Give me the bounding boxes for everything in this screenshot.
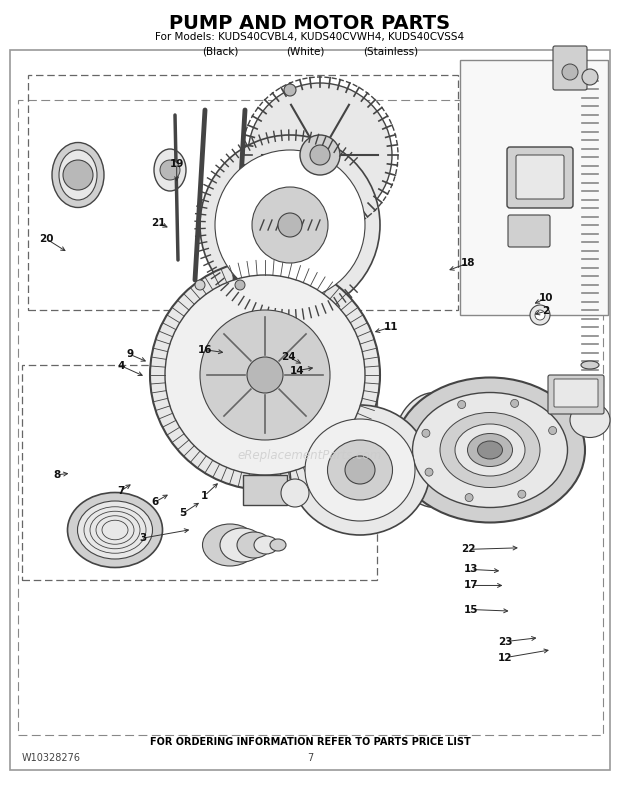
FancyBboxPatch shape bbox=[548, 375, 604, 414]
Ellipse shape bbox=[570, 403, 610, 438]
Ellipse shape bbox=[327, 440, 392, 500]
Circle shape bbox=[200, 135, 380, 315]
Text: For Models: KUDS40CVBL4, KUDS40CVWH4, KUDS40CVSS4: For Models: KUDS40CVBL4, KUDS40CVWH4, KU… bbox=[156, 32, 464, 42]
Ellipse shape bbox=[395, 378, 585, 522]
Circle shape bbox=[247, 357, 283, 393]
Text: 5: 5 bbox=[179, 508, 187, 518]
Text: 12: 12 bbox=[498, 653, 513, 662]
Bar bbox=[460, 60, 608, 315]
Bar bbox=[243, 475, 287, 505]
Ellipse shape bbox=[477, 441, 502, 459]
Circle shape bbox=[150, 260, 380, 490]
Circle shape bbox=[284, 84, 296, 96]
Text: 18: 18 bbox=[461, 258, 476, 268]
Ellipse shape bbox=[290, 405, 430, 535]
Text: 15: 15 bbox=[464, 605, 479, 614]
Ellipse shape bbox=[440, 412, 540, 488]
Ellipse shape bbox=[581, 361, 599, 369]
Circle shape bbox=[235, 280, 245, 290]
Ellipse shape bbox=[203, 524, 257, 566]
Circle shape bbox=[518, 490, 526, 498]
Circle shape bbox=[425, 468, 433, 476]
Circle shape bbox=[248, 83, 392, 227]
Ellipse shape bbox=[68, 492, 162, 568]
Circle shape bbox=[582, 69, 598, 85]
Circle shape bbox=[252, 187, 328, 263]
Circle shape bbox=[165, 275, 365, 475]
Bar bbox=[10, 50, 610, 770]
Ellipse shape bbox=[52, 143, 104, 208]
FancyBboxPatch shape bbox=[516, 155, 564, 199]
Ellipse shape bbox=[392, 392, 477, 508]
Circle shape bbox=[300, 135, 340, 175]
Text: 7: 7 bbox=[117, 486, 125, 496]
Text: 22: 22 bbox=[461, 545, 476, 554]
Bar bbox=[18, 100, 603, 735]
Text: 19: 19 bbox=[169, 160, 184, 169]
Text: (White): (White) bbox=[286, 46, 325, 56]
Text: FOR ORDERING INFORMATION REFER TO PARTS PRICE LIST: FOR ORDERING INFORMATION REFER TO PARTS … bbox=[149, 737, 471, 747]
Text: 14: 14 bbox=[290, 366, 305, 375]
Ellipse shape bbox=[154, 149, 186, 191]
Circle shape bbox=[511, 399, 519, 407]
Circle shape bbox=[160, 160, 180, 180]
Ellipse shape bbox=[467, 434, 513, 467]
Circle shape bbox=[278, 213, 302, 237]
Text: 13: 13 bbox=[464, 565, 479, 574]
Text: 2: 2 bbox=[542, 306, 549, 316]
Circle shape bbox=[63, 160, 93, 190]
Text: 4: 4 bbox=[117, 361, 125, 371]
Circle shape bbox=[535, 310, 545, 320]
Circle shape bbox=[281, 479, 309, 507]
Ellipse shape bbox=[412, 392, 567, 508]
Text: 10: 10 bbox=[538, 294, 553, 303]
Ellipse shape bbox=[237, 532, 271, 558]
Circle shape bbox=[530, 305, 550, 325]
Ellipse shape bbox=[78, 501, 153, 559]
FancyBboxPatch shape bbox=[554, 379, 598, 407]
Bar bbox=[28, 75, 458, 310]
Text: eReplacementParts.com: eReplacementParts.com bbox=[238, 448, 382, 461]
Circle shape bbox=[310, 145, 330, 165]
FancyBboxPatch shape bbox=[508, 215, 550, 247]
Text: 3: 3 bbox=[139, 533, 146, 543]
Ellipse shape bbox=[59, 150, 97, 200]
Circle shape bbox=[422, 429, 430, 437]
Text: 16: 16 bbox=[197, 345, 212, 354]
Bar bbox=[278, 310, 302, 330]
Bar bbox=[22, 365, 377, 580]
FancyBboxPatch shape bbox=[507, 147, 573, 208]
Text: 1: 1 bbox=[201, 491, 208, 500]
Text: 23: 23 bbox=[498, 637, 513, 646]
Circle shape bbox=[562, 64, 578, 80]
Text: 17: 17 bbox=[464, 581, 479, 590]
Ellipse shape bbox=[455, 424, 525, 476]
Ellipse shape bbox=[220, 528, 264, 562]
Circle shape bbox=[458, 400, 466, 408]
Circle shape bbox=[195, 280, 205, 290]
Ellipse shape bbox=[270, 539, 286, 551]
Circle shape bbox=[215, 150, 365, 300]
Text: 7: 7 bbox=[307, 753, 313, 763]
Text: 20: 20 bbox=[39, 234, 54, 244]
Circle shape bbox=[200, 310, 330, 440]
Ellipse shape bbox=[305, 419, 415, 521]
Text: 9: 9 bbox=[126, 350, 134, 359]
Ellipse shape bbox=[345, 456, 375, 484]
Text: 11: 11 bbox=[383, 322, 398, 332]
Text: (Black): (Black) bbox=[202, 46, 238, 56]
Text: 21: 21 bbox=[151, 218, 166, 228]
Text: 8: 8 bbox=[53, 470, 61, 480]
Text: 6: 6 bbox=[151, 497, 159, 507]
Text: PUMP AND MOTOR PARTS: PUMP AND MOTOR PARTS bbox=[169, 14, 451, 33]
Circle shape bbox=[465, 493, 473, 501]
Ellipse shape bbox=[254, 536, 278, 554]
Circle shape bbox=[549, 427, 557, 435]
Text: (Stainless): (Stainless) bbox=[363, 46, 418, 56]
Text: W10328276: W10328276 bbox=[22, 753, 81, 763]
FancyBboxPatch shape bbox=[553, 46, 587, 90]
Text: 24: 24 bbox=[281, 352, 296, 362]
